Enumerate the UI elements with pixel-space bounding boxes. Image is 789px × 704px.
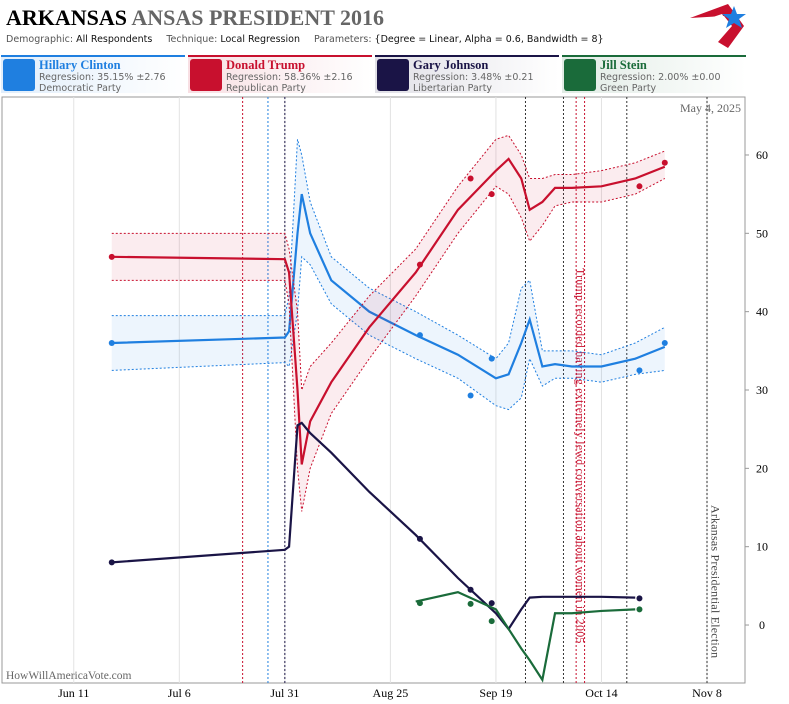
watermark: HowWillAmericaVote.com xyxy=(6,670,132,682)
legend-icon xyxy=(377,59,409,91)
regression-line xyxy=(111,157,666,465)
y-tick-label: 20 xyxy=(756,461,768,475)
poll-point xyxy=(416,261,423,268)
band-edge xyxy=(111,255,665,411)
legend-regression: Regression: 2.00% ±0.00 xyxy=(600,72,721,83)
poll-point xyxy=(488,355,495,362)
x-tick-label: Jul 31 xyxy=(270,686,299,700)
annotation: Trump recorded having extremely lewd con… xyxy=(573,268,587,644)
legend-party: Republican Party xyxy=(226,83,306,94)
poll-point xyxy=(488,618,495,625)
legend-regression: Regression: 3.48% ±0.21 xyxy=(413,72,534,83)
confidence-band xyxy=(111,135,665,512)
poll-point xyxy=(661,159,668,166)
poll-point xyxy=(108,339,115,346)
x-tick-label: Aug 25 xyxy=(373,686,409,700)
legend-name: Gary Johnson xyxy=(413,58,489,72)
band-edge xyxy=(111,139,666,360)
poll-point xyxy=(488,600,495,607)
poll-point xyxy=(467,586,474,593)
confidence-band xyxy=(111,139,665,410)
legend-icon xyxy=(564,59,596,91)
poll-point xyxy=(467,600,474,607)
poll-point xyxy=(108,253,115,260)
x-tick-label: Oct 14 xyxy=(585,686,617,700)
legend-card: Hillary Clinton Regression: 35.15% ±2.76 D… xyxy=(1,55,185,94)
legend-party: Libertarian Party xyxy=(413,83,493,94)
legend-card: Jill Stein Regression: 2.00% ±0.00 Green P… xyxy=(562,55,746,94)
y-tick-label: 40 xyxy=(756,305,768,319)
poll-point xyxy=(467,175,474,182)
param-value: All Respondents xyxy=(76,34,153,45)
y-tick-label: 30 xyxy=(756,383,768,397)
poll-point xyxy=(108,559,115,566)
legend-name: Jill Stein xyxy=(600,58,647,72)
band-edge xyxy=(111,134,665,391)
legend-card: Gary Johnson Regression: 3.48% ±0.21 Liber… xyxy=(375,55,559,94)
legend-party: Democratic Party xyxy=(39,83,122,94)
regression-line xyxy=(111,421,636,631)
poll-point xyxy=(661,339,668,346)
legend-icon xyxy=(3,59,35,91)
x-tick-label: Jun 11 xyxy=(58,686,89,700)
title-state: ARKANSAS xyxy=(6,5,128,30)
regression-line xyxy=(415,590,636,683)
regression-line xyxy=(111,193,666,380)
poll-point xyxy=(636,183,643,190)
poll-point xyxy=(488,191,495,198)
param-key: Technique: xyxy=(166,34,218,45)
legend-name: Donald Trump xyxy=(226,58,306,72)
legend-regression: Regression: 58.36% ±2.16 xyxy=(226,72,353,83)
legend-icon xyxy=(190,59,222,91)
title-rest: ANSAS PRESIDENT 2016 xyxy=(131,5,384,30)
poll-point xyxy=(636,606,643,613)
poll-point xyxy=(636,367,643,374)
poll-point xyxy=(416,535,423,542)
x-tick-label: Sep 19 xyxy=(479,686,512,700)
y-tick-label: 10 xyxy=(756,540,768,554)
parameters: Demographic: All Respondents Technique: Loc… xyxy=(6,34,618,45)
legend-party: Green Party xyxy=(600,83,657,94)
legend-card: Donald Trump Regression: 58.36% ±2.16 Repu… xyxy=(188,55,372,94)
poll-point xyxy=(416,332,423,339)
x-tick-label: Nov 8 xyxy=(692,686,722,700)
y-tick-label: 0 xyxy=(759,618,765,632)
legend-regression: Regression: 35.15% ±2.76 xyxy=(39,72,166,83)
poll-point xyxy=(467,392,474,399)
legend-name: Hillary Clinton xyxy=(39,58,121,72)
band-edge xyxy=(111,178,666,512)
annotation: Arkansas Presidential Election xyxy=(708,505,722,658)
logo xyxy=(690,4,746,48)
param-key: Demographic: xyxy=(6,34,74,45)
param-value: Local Regression xyxy=(220,34,300,45)
param-value: {Degree = Linear, Alpha = 0.6, Bandwidth… xyxy=(374,34,604,45)
poll-point xyxy=(636,595,643,602)
x-tick-label: Jul 6 xyxy=(168,686,191,700)
y-tick-label: 50 xyxy=(756,226,768,240)
param-key: Parameters: xyxy=(313,34,372,45)
date: May 4, 2025 xyxy=(680,101,741,115)
y-tick-label: 60 xyxy=(756,148,768,162)
title: ARKANSAS ANSAS PRESIDENT 2016 xyxy=(6,5,384,31)
poll-point xyxy=(416,600,423,607)
